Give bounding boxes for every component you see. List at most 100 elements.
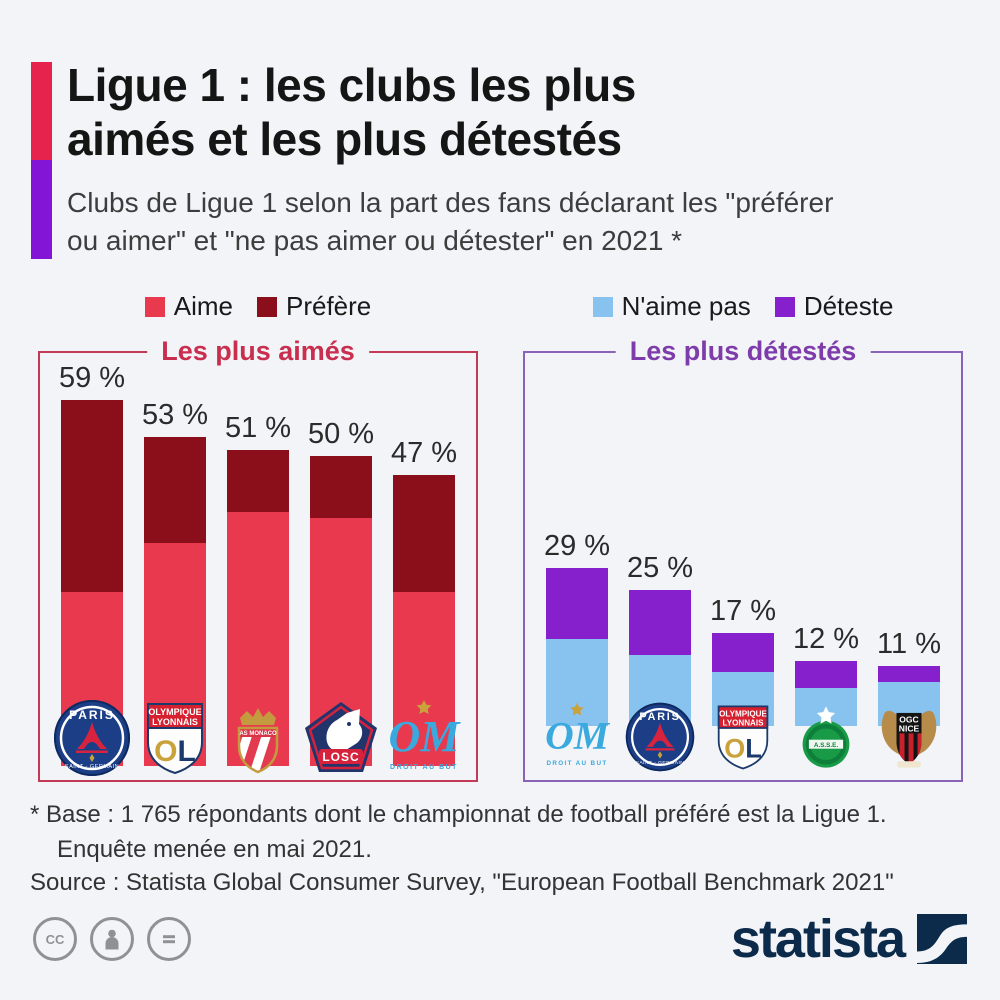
legend-swatch-naimepas xyxy=(592,296,613,317)
bar-seg-om-0 xyxy=(393,592,455,766)
accent-bar xyxy=(31,62,52,259)
bar-ol: 17 % OLYMPIQUE LYONNAIS OL xyxy=(709,353,777,780)
statista-wordmark: statista xyxy=(730,909,906,969)
bar-seg-ol-1 xyxy=(144,437,206,543)
bars-aimes: 59 % PARIS SAINT - GERMAIN 53 % OLYMPIQUE LYO… xyxy=(40,353,476,780)
accent-bar-purple xyxy=(31,160,52,259)
svg-text:A.S.S.E.: A.S.S.E. xyxy=(814,742,838,749)
cc-nd-equals-icon[interactable] xyxy=(147,917,191,961)
svg-text:PARIS: PARIS xyxy=(69,708,115,722)
legend-label-aime: Aime xyxy=(173,291,233,321)
panel-title-detestes: Les plus détestés xyxy=(615,336,871,367)
chart-panel-aimes: Les plus aimés 59 % PARIS SAINT - GERMAIN 5… xyxy=(38,336,478,782)
bar-seg-om-1 xyxy=(546,567,608,639)
legend-item-aime: Aime xyxy=(144,291,233,322)
chart-panel-detestes: Les plus détestés 29 % OM DROIT AU BUT 25 %… xyxy=(523,336,963,782)
bar-stack-om xyxy=(393,474,455,766)
svg-text:LYONNAIS: LYONNAIS xyxy=(152,717,198,727)
svg-text:OLYMPIQUE: OLYMPIQUE xyxy=(719,709,767,718)
legend-item-deteste: Déteste xyxy=(774,291,894,322)
logo-nice: OGC NICE xyxy=(873,701,945,773)
license-icons: CC xyxy=(33,917,191,961)
bar-seg-asse-1 xyxy=(795,660,857,688)
bar-ol: 53 % OLYMPIQUE LYONNAIS OL xyxy=(141,353,209,780)
logo-ol: OLYMPIQUE LYONNAIS OL xyxy=(707,701,779,773)
svg-text:LOSC: LOSC xyxy=(322,750,359,764)
svg-text:NICE: NICE xyxy=(899,724,920,734)
bar-value-om: 29 % xyxy=(543,529,611,562)
legend-detestes: N'aime pas Déteste xyxy=(523,291,963,322)
legend-aimes: Aime Préfère xyxy=(38,291,478,322)
cc-by-person-icon[interactable] xyxy=(90,917,134,961)
bar-om: 29 % OM DROIT AU BUT xyxy=(543,353,611,780)
bar-psg: 59 % PARIS SAINT - GERMAIN xyxy=(54,353,130,780)
page-subtitle-line2: ou aimer" et "ne pas aimer ou détester" … xyxy=(67,225,683,256)
page-subtitle: Clubs de Ligue 1 selon la part des fans … xyxy=(67,184,833,260)
page-title-line2: aimés et les plus détestés xyxy=(67,113,622,165)
svg-text:OL: OL xyxy=(154,735,196,768)
page-title: Ligue 1 : les clubs les plus aimés et les… xyxy=(67,58,636,166)
bar-seg-om-1 xyxy=(393,474,455,593)
svg-text:CC: CC xyxy=(46,932,65,947)
logo-psg: PARIS SAINT - GERMAIN xyxy=(52,698,132,778)
logo-om: OM DROIT AU BUT xyxy=(384,698,464,778)
statista-mark-icon xyxy=(917,914,967,964)
bar-value-om: 47 % xyxy=(390,436,458,469)
source-line: Source : Statista Global Consumer Survey… xyxy=(30,869,894,896)
bar-losc: 50 % LOSC xyxy=(305,353,377,780)
bar-value-ol: 17 % xyxy=(709,595,777,628)
accent-bar-red xyxy=(31,62,52,160)
svg-text:DROIT AU BUT: DROIT AU BUT xyxy=(390,764,458,771)
legend-label-deteste: Déteste xyxy=(803,291,894,321)
bars-detestes: 29 % OM DROIT AU BUT 25 % PARIS SAINT - GERMA… xyxy=(525,353,961,780)
bar-value-nice: 11 % xyxy=(877,628,941,661)
svg-text:OGC: OGC xyxy=(899,715,918,725)
legend-swatch-deteste xyxy=(774,296,795,317)
page-subtitle-line1: Clubs de Ligue 1 selon la part des fans … xyxy=(67,187,834,218)
bar-value-asse: 12 % xyxy=(792,622,860,655)
statista-logo[interactable]: statista xyxy=(731,912,967,966)
bar-seg-psg-1 xyxy=(629,589,691,656)
bar-seg-ol-1 xyxy=(712,633,774,672)
bar-value-psg: 59 % xyxy=(58,362,126,395)
logo-psg: PARIS SAINT - GERMAIN xyxy=(624,701,696,773)
svg-text:OM: OM xyxy=(545,714,611,758)
svg-text:PARIS: PARIS xyxy=(639,711,680,723)
logo-om: OM DROIT AU BUT xyxy=(541,701,613,773)
bar-value-psg: 25 % xyxy=(626,551,694,584)
bar-seg-nice-1 xyxy=(878,666,940,683)
legend-swatch-prefere xyxy=(256,296,277,317)
bar-om: 47 % OM DROIT AU BUT xyxy=(389,353,462,780)
bar-nice: 11 % OGC NICE xyxy=(877,353,941,780)
legend-label-naimepas: N'aime pas xyxy=(621,291,751,321)
svg-text:SAINT - GERMAIN: SAINT - GERMAIN xyxy=(65,764,119,770)
logo-ol: OLYMPIQUE LYONNAIS OL xyxy=(135,698,215,778)
legend-item-naimepas: N'aime pas xyxy=(592,291,751,322)
legend-label-prefere: Préfère xyxy=(285,291,372,321)
svg-text:SAINT - GERMAIN: SAINT - GERMAIN xyxy=(636,760,685,766)
page-title-line1: Ligue 1 : les clubs les plus xyxy=(67,59,636,111)
svg-text:OM: OM xyxy=(389,712,462,761)
cc-license-icon[interactable]: CC xyxy=(33,917,77,961)
bar-stack-psg xyxy=(629,589,691,726)
logo-losc: LOSC xyxy=(301,698,381,778)
panel-title-aimes: Les plus aimés xyxy=(147,336,369,367)
footnote-line2: Enquête menée en mai 2021. xyxy=(57,836,372,863)
logo-monaco: AS MONACO xyxy=(218,698,298,778)
bar-monaco: 51 % AS MONACO xyxy=(224,353,292,780)
bar-seg-monaco-1 xyxy=(227,449,289,512)
svg-text:AS MONACO: AS MONACO xyxy=(239,731,277,737)
logo-asse: A.S.S.E. xyxy=(790,701,862,773)
svg-text:OL: OL xyxy=(724,734,762,764)
bar-asse: 12 % A.S.S.E. xyxy=(792,353,860,780)
svg-text:DROIT AU BUT: DROIT AU BUT xyxy=(546,760,607,767)
svg-text:LYONNAIS: LYONNAIS xyxy=(723,718,765,727)
legend-item-prefere: Préfère xyxy=(256,291,372,322)
svg-text:OLYMPIQUE: OLYMPIQUE xyxy=(148,707,201,717)
bar-value-monaco: 51 % xyxy=(224,411,292,444)
bar-value-losc: 50 % xyxy=(307,418,375,450)
legend-swatch-aime xyxy=(144,296,165,317)
bar-value-ol: 53 % xyxy=(141,399,209,432)
bar-seg-psg-1 xyxy=(61,400,123,593)
